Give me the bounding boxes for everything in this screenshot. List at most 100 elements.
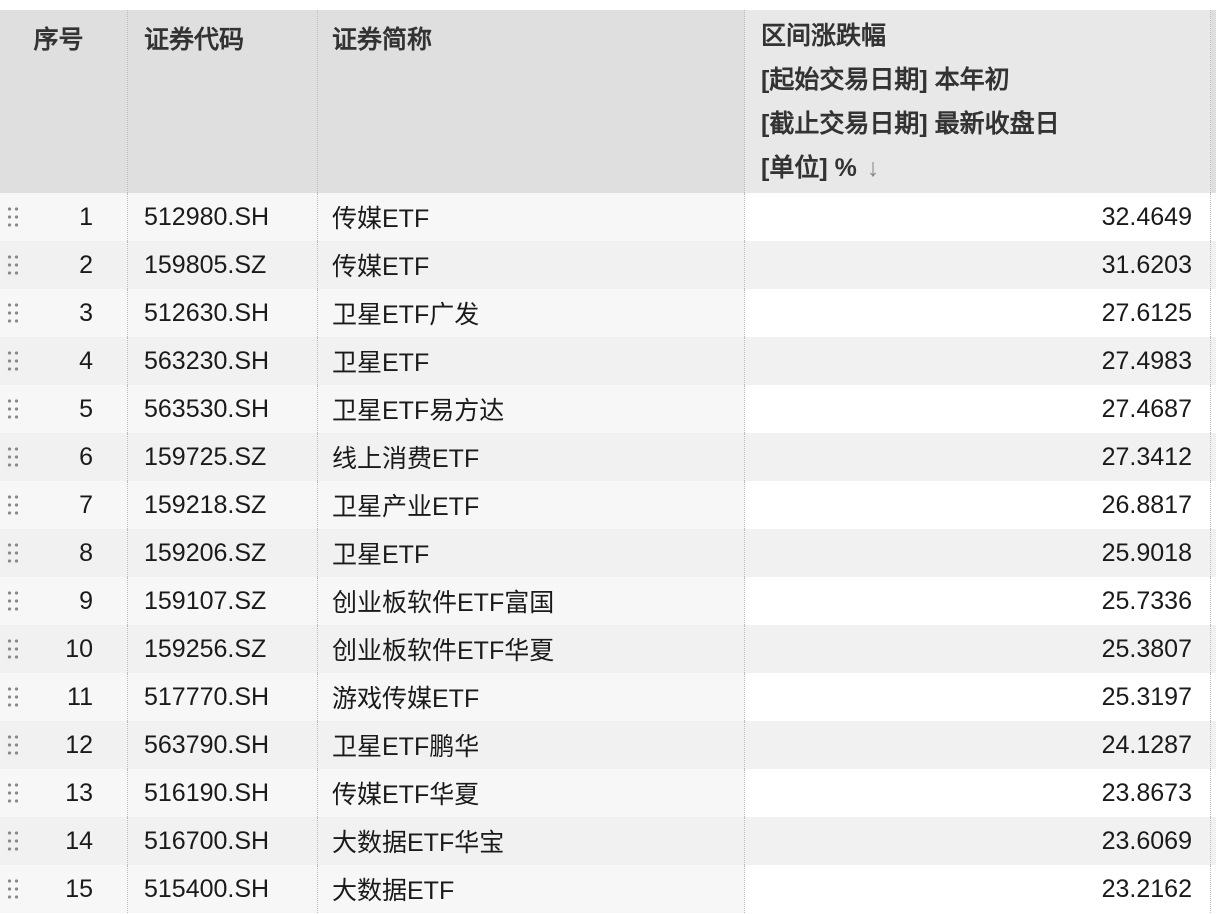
index-value: 11 xyxy=(67,682,93,711)
change-cell: 27.6125 xyxy=(745,289,1211,337)
table-row[interactable]: 2 159805.SZ 传媒ETF 31.6203 xyxy=(0,241,1216,289)
index-value: 10 xyxy=(65,634,93,663)
table-row[interactable]: 7 159218.SZ 卫星产业ETF 26.8817 xyxy=(0,481,1216,529)
index-cell: 13 xyxy=(0,769,128,817)
index-cell: 7 xyxy=(0,481,128,529)
index-value: 3 xyxy=(79,298,93,327)
change-cell: 27.3412 xyxy=(745,433,1211,481)
header-change[interactable]: 区间涨跌幅 [起始交易日期] 本年初 [截止交易日期] 最新收盘日 [单位] %… xyxy=(745,10,1211,193)
table-row[interactable]: 11 517770.SH 游戏传媒ETF 25.3197 xyxy=(0,673,1216,721)
row-spacer xyxy=(1211,625,1216,673)
change-cell: 27.4687 xyxy=(745,385,1211,433)
code-cell: 563790.SH xyxy=(128,721,318,769)
index-cell: 14 xyxy=(0,817,128,865)
index-cell: 4 xyxy=(0,337,128,385)
index-cell: 10 xyxy=(0,625,128,673)
drag-handle-icon[interactable] xyxy=(6,685,20,709)
drag-handle-icon[interactable] xyxy=(6,541,20,565)
drag-handle-icon[interactable] xyxy=(6,637,20,661)
name-cell: 大数据ETF华宝 xyxy=(318,817,745,865)
index-value: 6 xyxy=(79,442,93,471)
table-row[interactable]: 6 159725.SZ 线上消费ETF 27.3412 xyxy=(0,433,1216,481)
name-cell: 创业板软件ETF富国 xyxy=(318,577,745,625)
header-spacer xyxy=(1211,10,1216,193)
table-row[interactable]: 9 159107.SZ 创业板软件ETF富国 25.7336 xyxy=(0,577,1216,625)
name-cell: 卫星ETF易方达 xyxy=(318,385,745,433)
code-cell: 159107.SZ xyxy=(128,577,318,625)
header-change-title: 区间涨跌幅 xyxy=(761,22,887,50)
table-row[interactable]: 5 563530.SH 卫星ETF易方达 27.4687 xyxy=(0,385,1216,433)
code-cell: 512630.SH xyxy=(128,289,318,337)
row-spacer xyxy=(1211,289,1216,337)
drag-handle-icon[interactable] xyxy=(6,253,20,277)
row-spacer xyxy=(1211,433,1216,481)
row-spacer xyxy=(1211,337,1216,385)
row-spacer xyxy=(1211,721,1216,769)
table-row[interactable]: 1 512980.SH 传媒ETF 32.4649 xyxy=(0,193,1216,241)
name-cell: 游戏传媒ETF xyxy=(318,673,745,721)
drag-handle-icon[interactable] xyxy=(6,781,20,805)
code-cell: 563530.SH xyxy=(128,385,318,433)
index-value: 8 xyxy=(79,538,93,567)
name-cell: 传媒ETF华夏 xyxy=(318,769,745,817)
table-row[interactable]: 4 563230.SH 卫星ETF 27.4983 xyxy=(0,337,1216,385)
name-cell: 卫星ETF xyxy=(318,337,745,385)
code-cell: 516700.SH xyxy=(128,817,318,865)
header-index[interactable]: 序号 xyxy=(0,10,128,193)
change-cell: 25.3807 xyxy=(745,625,1211,673)
etf-table: 序号 证券代码 证券简称 区间涨跌幅 [起始交易日期] 本年初 [截止交易日期]… xyxy=(0,10,1216,913)
change-cell: 25.3197 xyxy=(745,673,1211,721)
index-cell: 11 xyxy=(0,673,128,721)
row-spacer xyxy=(1211,865,1216,913)
code-cell: 516190.SH xyxy=(128,769,318,817)
table-row[interactable]: 8 159206.SZ 卫星ETF 25.9018 xyxy=(0,529,1216,577)
header-code[interactable]: 证券代码 xyxy=(128,10,318,193)
name-cell: 大数据ETF xyxy=(318,865,745,913)
index-cell: 5 xyxy=(0,385,128,433)
table-body: 1 512980.SH 传媒ETF 32.4649 2 159805.SZ 传媒ETF 31.… xyxy=(0,193,1216,913)
row-spacer xyxy=(1211,385,1216,433)
drag-handle-icon[interactable] xyxy=(6,205,20,229)
index-value: 14 xyxy=(65,826,93,855)
code-cell: 517770.SH xyxy=(128,673,318,721)
drag-handle-icon[interactable] xyxy=(6,493,20,517)
name-cell: 传媒ETF xyxy=(318,241,745,289)
table-row[interactable]: 3 512630.SH 卫星ETF广发 27.6125 xyxy=(0,289,1216,337)
index-cell: 9 xyxy=(0,577,128,625)
header-change-start: [起始交易日期] 本年初 xyxy=(761,66,1010,94)
row-spacer xyxy=(1211,481,1216,529)
drag-handle-icon[interactable] xyxy=(6,445,20,469)
index-cell: 15 xyxy=(0,865,128,913)
table-row[interactable]: 10 159256.SZ 创业板软件ETF华夏 25.3807 xyxy=(0,625,1216,673)
change-cell: 23.8673 xyxy=(745,769,1211,817)
index-value: 13 xyxy=(65,778,93,807)
change-cell: 25.9018 xyxy=(745,529,1211,577)
header-name[interactable]: 证券简称 xyxy=(318,10,745,193)
row-spacer xyxy=(1211,577,1216,625)
change-cell: 27.4983 xyxy=(745,337,1211,385)
table-row[interactable]: 14 516700.SH 大数据ETF华宝 23.6069 xyxy=(0,817,1216,865)
index-cell: 1 xyxy=(0,193,128,241)
drag-handle-icon[interactable] xyxy=(6,349,20,373)
index-value: 15 xyxy=(65,874,93,903)
code-cell: 515400.SH xyxy=(128,865,318,913)
drag-handle-icon[interactable] xyxy=(6,301,20,325)
drag-handle-icon[interactable] xyxy=(6,733,20,757)
change-cell: 32.4649 xyxy=(745,193,1211,241)
drag-handle-icon[interactable] xyxy=(6,397,20,421)
code-cell: 159805.SZ xyxy=(128,241,318,289)
drag-handle-icon[interactable] xyxy=(6,589,20,613)
drag-handle-icon[interactable] xyxy=(6,877,20,901)
drag-handle-icon[interactable] xyxy=(6,829,20,853)
sort-descending-icon[interactable]: ↓ xyxy=(866,154,880,182)
index-cell: 2 xyxy=(0,241,128,289)
row-spacer xyxy=(1211,817,1216,865)
code-cell: 159725.SZ xyxy=(128,433,318,481)
index-value: 9 xyxy=(79,586,93,615)
index-value: 1 xyxy=(79,202,93,231)
table-row[interactable]: 13 516190.SH 传媒ETF华夏 23.8673 xyxy=(0,769,1216,817)
table-row[interactable]: 12 563790.SH 卫星ETF鹏华 24.1287 xyxy=(0,721,1216,769)
table-row[interactable]: 15 515400.SH 大数据ETF 23.2162 xyxy=(0,865,1216,913)
index-value: 4 xyxy=(79,346,93,375)
row-spacer xyxy=(1211,193,1216,241)
